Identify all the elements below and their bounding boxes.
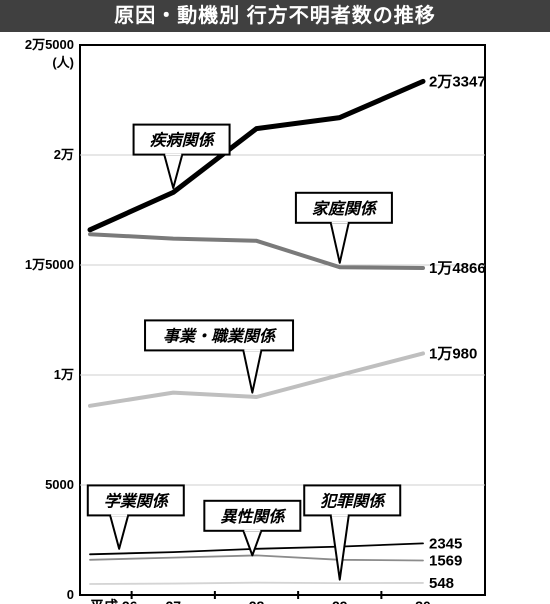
series-end-label: 1万4866 (429, 260, 486, 277)
svg-text:5000: 5000 (45, 477, 74, 492)
svg-text:1万: 1万 (54, 367, 74, 382)
svg-text:28: 28 (249, 598, 265, 604)
series-end-label: 548 (429, 575, 454, 592)
svg-text:異性関係: 異性関係 (220, 508, 287, 526)
svg-text:2万: 2万 (54, 147, 74, 162)
series-end-label: 1万980 (429, 345, 477, 362)
svg-text:30: 30 (415, 598, 431, 604)
svg-text:家庭関係: 家庭関係 (312, 200, 379, 218)
svg-text:疾病関係: 疾病関係 (150, 132, 217, 150)
svg-text:27: 27 (165, 598, 181, 604)
svg-text:平成 26: 平成 26 (90, 598, 138, 604)
svg-text:学業関係: 学業関係 (104, 492, 171, 510)
svg-text:2万5000: 2万5000 (25, 37, 74, 52)
series-end-label: 2万3347 (429, 73, 486, 90)
chart-title: 原因・動機別 行方不明者数の推移 (0, 0, 550, 32)
svg-text:1万5000: 1万5000 (25, 257, 74, 272)
svg-text:0: 0 (67, 587, 74, 602)
svg-text:(人): (人) (52, 55, 74, 70)
svg-text:犯罪関係: 犯罪関係 (320, 492, 387, 510)
svg-text:29: 29 (332, 598, 348, 604)
series-end-label: 1569 (429, 552, 462, 569)
line-chart: 0 5000 1万 1万5000 2万 2万5000 (人) 平成 26 27 28 29 30 2万3… (0, 32, 550, 604)
series-end-label: 2345 (429, 535, 462, 552)
svg-text:事業・職業関係: 事業・職業関係 (163, 327, 278, 345)
